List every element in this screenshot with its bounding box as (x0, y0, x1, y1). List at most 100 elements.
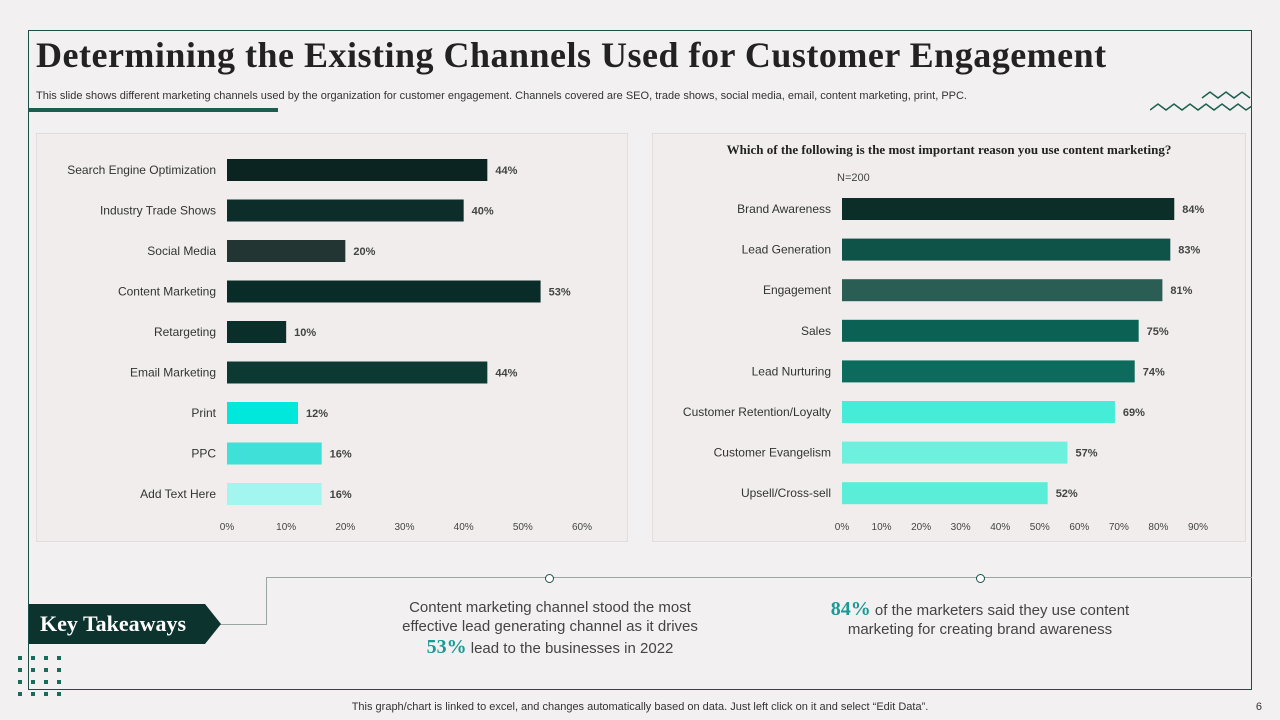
category-label: Lead Generation (742, 243, 831, 257)
grid-dot (31, 656, 35, 660)
category-label: Retargeting (154, 325, 216, 339)
category-label: Print (191, 406, 216, 420)
takeaway-1: Content marketing channel stood the most… (370, 598, 730, 658)
takeaway-connector-line (266, 577, 1252, 578)
tick-label: 10% (276, 522, 296, 533)
tick-label: 90% (1188, 522, 1208, 533)
takeaway-connector-drop (266, 577, 267, 624)
category-label: Social Media (147, 244, 216, 258)
chart-title: Which of the following is the most impor… (726, 142, 1172, 157)
takeaway-1-tail: lead to the businesses in 2022 (466, 640, 674, 657)
channels-bar-chart[interactable]: Search Engine Optimization 44% Industry Tr… (37, 134, 627, 541)
bar[interactable] (227, 402, 298, 424)
bar[interactable] (842, 198, 1175, 220)
tick-label: 80% (1148, 522, 1168, 533)
bar[interactable] (227, 442, 322, 465)
category-label: Email Marketing (130, 366, 216, 380)
takeaway-2-line-2: marketing for creating brand awareness (847, 621, 1113, 638)
grid-dot (57, 656, 61, 660)
tick-label: 50% (513, 522, 533, 533)
takeaway-connector-stub (220, 624, 267, 625)
data-label: 10% (294, 327, 316, 339)
grid-dot (44, 692, 48, 696)
tick-label: 20% (335, 522, 355, 533)
tick-label: 10% (872, 522, 892, 533)
bar[interactable] (842, 319, 1139, 342)
bar[interactable] (227, 199, 464, 222)
page-number: 6 (1255, 701, 1262, 713)
reasons-bar-chart[interactable]: Brand Awareness 84% Lead Generation 83% Enga… (653, 134, 1245, 541)
page-title: Determining the Existing Channels Used f… (36, 35, 1107, 75)
bar[interactable] (227, 159, 488, 181)
grid-dot (57, 680, 61, 684)
category-label: Sales (801, 324, 831, 338)
takeaway-1-line-2: effective lead generating channel as it … (402, 618, 698, 635)
grid-dot (18, 692, 22, 696)
data-label: 44% (495, 368, 517, 380)
bar[interactable] (227, 483, 322, 505)
category-label: Brand Awareness (737, 202, 831, 216)
key-takeaways-heading: Key Takeaways (40, 611, 187, 636)
tick-label: 0% (220, 522, 235, 533)
bar[interactable] (842, 238, 1171, 261)
reasons-chart-panel[interactable]: Which of the following is the most impor… (652, 133, 1246, 542)
data-label: 44% (495, 165, 517, 177)
tick-label: 60% (572, 522, 592, 533)
data-label: 75% (1147, 326, 1169, 338)
dot-grid-decoration-icon (18, 656, 66, 700)
grid-dot (57, 668, 61, 672)
data-label: 53% (549, 287, 571, 299)
takeaway-2: 84% of the marketers said they use conte… (790, 598, 1170, 639)
takeaway-1-pct: 53% (426, 636, 467, 658)
tick-label: 60% (1069, 522, 1089, 533)
tick-label: 50% (1030, 522, 1050, 533)
tick-label: 40% (454, 522, 474, 533)
tick-label: 40% (990, 522, 1010, 533)
data-label: 16% (330, 449, 352, 461)
slide-frame (28, 30, 1252, 690)
category-label: Content Marketing (118, 285, 216, 299)
grid-dot (44, 656, 48, 660)
takeaway-1-line-1: Content marketing channel stood the most (409, 599, 691, 616)
data-label: 74% (1143, 366, 1165, 378)
page-subtitle: This slide shows different marketing cha… (36, 90, 967, 102)
grid-dot (18, 668, 22, 672)
takeaway-2-pct: 84% (830, 598, 871, 620)
takeaway-2-line-1: 84% of the marketers said they use conte… (790, 598, 1170, 620)
data-label: 20% (353, 246, 375, 258)
data-label: 52% (1056, 488, 1078, 500)
bar[interactable] (842, 482, 1048, 505)
tick-label: 30% (951, 522, 971, 533)
bar[interactable] (842, 360, 1135, 383)
data-label: 16% (330, 489, 352, 501)
category-label: Industry Trade Shows (100, 204, 216, 218)
bar[interactable] (842, 441, 1068, 464)
bar[interactable] (842, 279, 1163, 302)
category-label: Customer Evangelism (714, 446, 831, 460)
grid-dot (44, 680, 48, 684)
grid-dot (31, 692, 35, 696)
takeaway-1-line-3: 53% lead to the businesses in 2022 (370, 636, 730, 658)
category-label: Search Engine Optimization (67, 163, 216, 177)
sample-size-note: N=200 (837, 172, 870, 184)
data-label: 69% (1123, 407, 1145, 419)
key-takeaways-banner (29, 604, 221, 644)
category-label: PPC (191, 447, 216, 461)
category-label: Customer Retention/Loyalty (683, 405, 831, 419)
zigzag-decoration-icon (1150, 91, 1252, 111)
grid-dot (31, 668, 35, 672)
data-label: 83% (1178, 245, 1200, 257)
tick-label: 30% (394, 522, 414, 533)
data-label: 84% (1182, 204, 1204, 216)
data-label: 40% (472, 206, 494, 218)
footer-note: This graph/chart is linked to excel, and… (351, 701, 929, 713)
bar[interactable] (842, 401, 1115, 423)
bar[interactable] (227, 321, 287, 343)
bar[interactable] (227, 361, 488, 384)
bar[interactable] (227, 240, 346, 262)
channels-chart-panel[interactable]: Search Engine Optimization 44% Industry Tr… (36, 133, 628, 542)
timeline-dot (976, 574, 985, 583)
grid-dot (57, 692, 61, 696)
title-underline (28, 108, 278, 112)
bar[interactable] (227, 280, 541, 303)
